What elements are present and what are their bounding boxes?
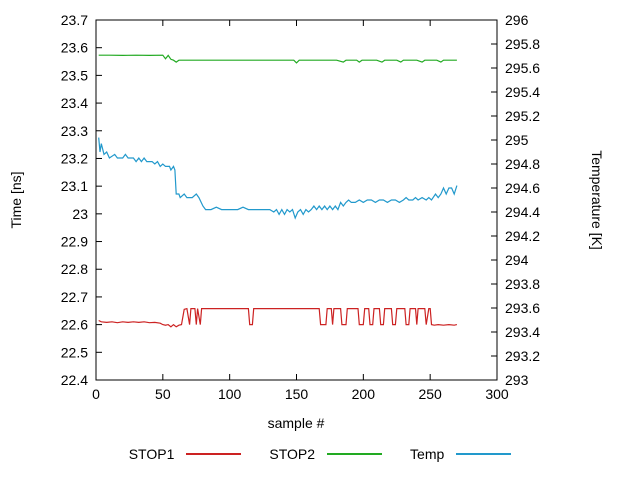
- y-axis-label-right: Temperature [K]: [589, 150, 605, 250]
- y-left-tick-label: 23.1: [61, 178, 88, 194]
- y-left-tick-label: 22.7: [61, 289, 88, 305]
- x-tick-label: 300: [485, 386, 509, 402]
- y-left-tick-label: 23.6: [61, 40, 88, 56]
- legend-line-stop1: [186, 453, 242, 455]
- legend: STOP1 STOP2 Temp: [0, 446, 640, 462]
- x-tick-label: 0: [92, 386, 100, 402]
- y-right-tick-label: 296: [505, 12, 529, 28]
- legend-line-stop2: [327, 453, 383, 455]
- y-right-tick-label: 293.8: [505, 276, 540, 292]
- x-tick-label: 150: [285, 386, 309, 402]
- series-line-stop1: [98, 307, 458, 328]
- legend-label-temp: Temp: [410, 446, 445, 462]
- y-right-tick-label: 293.2: [505, 348, 540, 364]
- y-right-tick-label: 295.6: [505, 60, 540, 76]
- legend-item-temp: Temp: [410, 446, 512, 462]
- y-right-tick-label: 293: [505, 372, 529, 388]
- x-tick-label: 250: [418, 386, 442, 402]
- series-line-stop2: [98, 54, 457, 64]
- y-left-tick-label: 23.7: [61, 12, 88, 28]
- x-tick-label: 50: [155, 386, 171, 402]
- legend-label-stop1: STOP1: [128, 446, 175, 462]
- y-right-tick-label: 293.4: [505, 324, 540, 340]
- y-right-tick-label: 294.8: [505, 156, 540, 172]
- y-left-tick-label: 22.6: [61, 317, 88, 333]
- y-right-tick-label: 295.8: [505, 36, 540, 52]
- y-right-tick-label: 294.4: [505, 204, 540, 220]
- legend-label-stop2: STOP2: [269, 446, 316, 462]
- y-axis-label-left: Time [ns]: [8, 171, 24, 229]
- y-left-tick-label: 22.4: [61, 372, 88, 388]
- y-left-tick-label: 23.2: [61, 150, 88, 166]
- legend-item-stop1: STOP1: [129, 446, 242, 462]
- plot-border: [95, 19, 498, 381]
- y-right-tick-label: 294.6: [505, 180, 540, 196]
- y-right-tick-label: 295.4: [505, 84, 540, 100]
- y-left-tick-label: 22.9: [61, 234, 88, 250]
- legend-line-temp: [456, 453, 512, 455]
- x-tick-label: 100: [218, 386, 242, 402]
- y-right-tick-label: 295: [505, 132, 529, 148]
- y-left-tick-label: 23: [72, 206, 88, 222]
- y-left-tick-label: 22.8: [61, 261, 88, 277]
- legend-item-stop2: STOP2: [269, 446, 383, 462]
- y-left-tick-label: 23.5: [61, 67, 88, 83]
- y-right-tick-label: 294: [505, 252, 529, 268]
- x-tick-label: 200: [352, 386, 376, 402]
- y-right-tick-label: 294.2: [505, 228, 540, 244]
- y-left-tick-label: 22.5: [61, 344, 88, 360]
- y-left-tick-label: 23.3: [61, 123, 88, 139]
- x-axis-label: sample #: [267, 415, 325, 431]
- y-right-tick-label: 295.2: [505, 108, 540, 124]
- y-right-tick-label: 293.6: [505, 300, 540, 316]
- y-left-tick-label: 23.4: [61, 95, 88, 111]
- series-line-temp: [98, 137, 458, 220]
